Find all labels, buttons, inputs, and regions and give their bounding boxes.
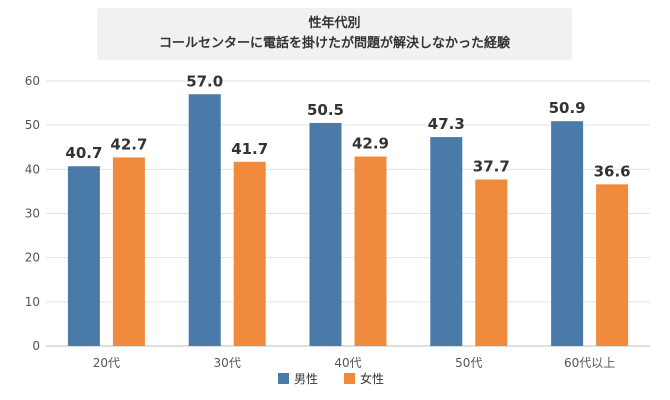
x-tick-label: 60代以上 bbox=[564, 356, 615, 370]
bar-male bbox=[430, 137, 463, 346]
x-tick-label: 40代 bbox=[334, 356, 361, 370]
x-tick-label: 30代 bbox=[214, 356, 241, 370]
bar-male bbox=[188, 94, 221, 346]
bar-female bbox=[354, 156, 387, 346]
y-tick-label: 10 bbox=[25, 295, 40, 309]
y-tick-label: 50 bbox=[25, 118, 40, 132]
data-label: 37.7 bbox=[473, 157, 510, 175]
bar-male bbox=[551, 121, 584, 346]
legend-label: 男性 bbox=[294, 372, 318, 386]
data-label: 42.7 bbox=[110, 135, 147, 153]
chart-title: 性年代別 bbox=[308, 16, 361, 31]
bar-male bbox=[67, 166, 100, 346]
data-label: 57.0 bbox=[186, 72, 223, 90]
y-tick-label: 0 bbox=[32, 339, 40, 353]
y-tick-label: 30 bbox=[25, 207, 40, 221]
data-label: 50.5 bbox=[307, 101, 344, 119]
x-tick-label: 20代 bbox=[93, 356, 120, 370]
bar-male bbox=[309, 122, 342, 346]
y-tick-label: 20 bbox=[25, 251, 40, 265]
legend-swatch bbox=[344, 373, 355, 384]
y-tick-label: 60 bbox=[25, 74, 40, 88]
data-label: 42.9 bbox=[352, 135, 389, 153]
data-label: 50.9 bbox=[549, 99, 586, 117]
bar-female bbox=[475, 179, 508, 346]
data-label: 41.7 bbox=[231, 140, 268, 158]
x-tick-label: 50代 bbox=[455, 356, 482, 370]
chart-subtitle: コールセンターに電話を掛けたが問題が解決しなかった経験 bbox=[158, 36, 510, 51]
data-label: 47.3 bbox=[428, 115, 465, 133]
bar-female bbox=[233, 161, 266, 346]
data-label: 40.7 bbox=[65, 144, 102, 162]
bar-female bbox=[112, 157, 145, 346]
legend-swatch bbox=[278, 373, 289, 384]
title-box: 性年代別 コールセンターに電話を掛けたが問題が解決しなかった経験 bbox=[97, 8, 572, 60]
legend-label: 女性 bbox=[360, 371, 384, 386]
data-label: 36.6 bbox=[594, 162, 631, 180]
bar-female bbox=[596, 184, 629, 346]
y-tick-label: 40 bbox=[25, 162, 40, 176]
